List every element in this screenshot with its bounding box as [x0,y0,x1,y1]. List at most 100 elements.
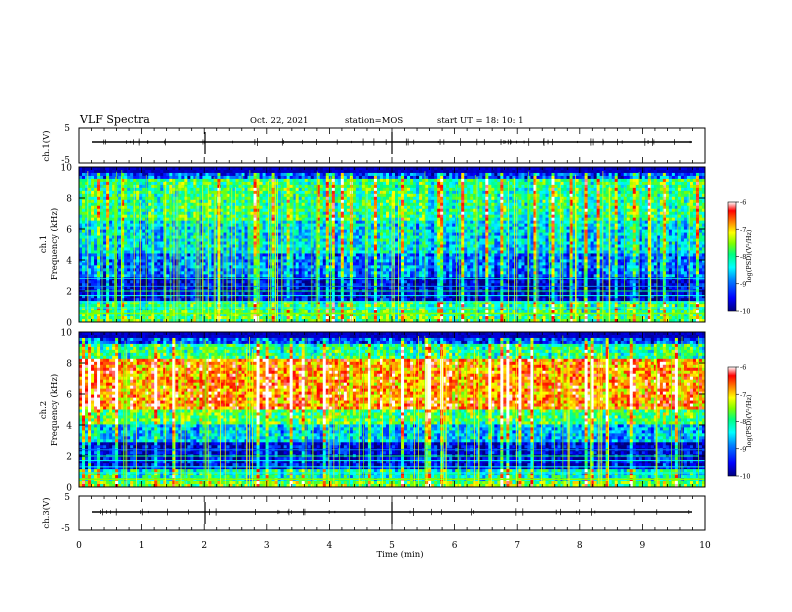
spectrogram-cell [148,316,151,319]
spectrogram-cell [284,271,287,274]
spectrogram-cell [362,179,365,182]
spectrogram-cell [338,179,341,182]
spectrogram-cell [97,242,100,245]
spectrogram-cell [142,280,145,283]
spectrogram-cell [223,233,226,236]
spectrogram-cell [254,236,257,239]
spectrogram-cell [299,233,302,236]
spectrogram-cell [275,167,278,170]
spectrogram-cell [314,173,317,176]
spectrogram-cell [236,185,239,188]
spectrogram-cell [223,271,226,274]
spectrogram-cell [160,215,163,218]
spectrogram-cell [287,274,290,277]
spectrogram-cell [139,182,142,185]
spectrogram-cell [130,173,133,176]
spectrogram-cell [160,194,163,197]
spectrogram-cell [302,203,305,206]
spectrogram-cell [91,230,94,233]
spectrogram-cell [130,304,133,307]
spectrogram-cell [88,167,91,170]
spectrogram-cell [260,304,263,307]
spectrogram-cell [136,271,139,274]
spectrogram-cell [91,247,94,250]
spectrogram-cell [187,182,190,185]
spectrogram-cell [356,247,359,250]
spectrogram-cell [257,176,260,179]
spectrogram-cell [130,218,133,221]
spectrogram-cell [281,182,284,185]
spectrogram-cell [187,185,190,188]
spectrogram-cell [311,274,314,277]
spectrogram-cell [305,245,308,248]
spectrogram-cell [347,170,350,173]
spectrogram-cell [353,304,356,307]
spectrogram-cell [208,185,211,188]
spectrogram-cell [166,268,169,271]
spectrogram-cell [305,200,308,203]
spectrogram-cell [82,221,85,224]
spectrogram-cell [181,215,184,218]
spectrogram-cell [133,206,136,209]
spectrogram-cell [290,230,293,233]
spectrogram-cell [311,265,314,268]
spectrogram-cell [272,200,275,203]
spectrogram-cell [208,197,211,200]
spectrogram-cell [320,242,323,245]
spectrogram-cell [160,176,163,179]
spectrogram-cell [347,233,350,236]
spectrogram-cell [290,304,293,307]
spectrogram-cell [344,245,347,248]
spectrogram-cell [181,206,184,209]
spectrogram-cell [335,179,338,182]
spectrogram-cell [272,215,275,218]
spectrogram-cell [148,203,151,206]
spectrogram-cell [148,253,151,256]
spectrogram-cell [130,280,133,283]
spectrogram-cell [136,179,139,182]
spectrogram-cell [91,250,94,253]
spectrogram-cell [254,218,257,221]
spectrogram-cell [166,173,169,176]
spectrogram-cell [181,253,184,256]
spectrogram-cell [305,292,308,295]
spectrogram-cell [362,242,365,245]
spectrogram-cell [347,292,350,295]
spectrogram-cell [220,170,223,173]
spectrogram-cell [278,170,281,173]
spectrogram-cell [145,280,148,283]
spectrogram-cell [181,179,184,182]
spectrogram-cell [323,304,326,307]
spectrogram-cell [112,256,115,259]
spectrogram-cell [160,185,163,188]
spectrogram-cell [109,230,112,233]
spectrogram-cell [97,253,100,256]
spectrogram-cell [239,212,242,215]
spectrogram-cell [302,227,305,230]
spectrogram-cell [290,185,293,188]
spectrogram-cell [190,209,193,212]
spectrogram-cell [217,182,220,185]
spectrogram-cell [223,221,226,224]
spectrogram-cell [335,271,338,274]
spectrogram-cell [112,212,115,215]
spectrogram-cell [254,280,257,283]
spectrogram-cell [278,250,281,253]
spectrogram-cell [284,304,287,307]
spectrogram-cell [344,197,347,200]
spectrogram-cell [362,224,365,227]
spectrogram-cell [362,188,365,191]
spectrogram-cell [353,176,356,179]
spectrogram-cell [94,236,97,239]
spectrogram-cell [151,191,154,194]
spectrogram-cell [326,304,329,307]
spectrogram-cell [106,224,109,227]
spectrogram-cell [139,179,142,182]
spectrogram-cell [142,191,145,194]
spectrogram-cell [109,265,112,268]
spectrogram-cell [106,191,109,194]
spectrogram-cell [236,262,239,265]
spectrogram-cell [181,298,184,301]
spectrogram-cell [251,292,254,295]
spectrogram-cell [254,259,257,262]
